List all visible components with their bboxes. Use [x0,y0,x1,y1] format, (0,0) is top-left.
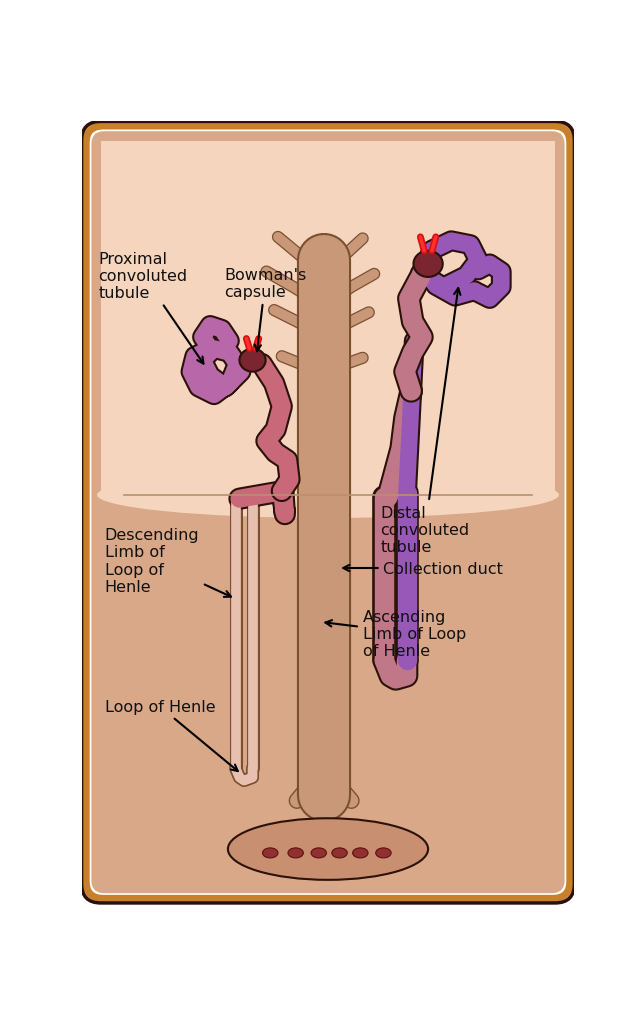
Bar [101,142,555,495]
Ellipse shape [376,848,391,858]
Ellipse shape [97,472,559,519]
Text: Loop of Henle: Loop of Henle [105,699,238,771]
Text: Collection duct: Collection duct [343,560,503,576]
Text: Distal
convoluted
tubule: Distal convoluted tubule [380,288,470,555]
Text: Bowman's
capsule: Bowman's capsule [224,268,307,352]
Ellipse shape [228,818,428,880]
Ellipse shape [332,848,348,858]
Text: Ascending
Limb of Loop
of Henle: Ascending Limb of Loop of Henle [325,609,466,658]
Text: Proximal
convoluted
tubule: Proximal convoluted tubule [99,252,204,364]
Ellipse shape [413,252,443,277]
Ellipse shape [311,848,326,858]
Ellipse shape [239,350,266,372]
FancyBboxPatch shape [82,122,575,903]
Ellipse shape [353,848,368,858]
Ellipse shape [262,848,278,858]
Text: Descending
Limb of
Loop of
Henle: Descending Limb of Loop of Henle [105,527,231,597]
Ellipse shape [288,848,303,858]
